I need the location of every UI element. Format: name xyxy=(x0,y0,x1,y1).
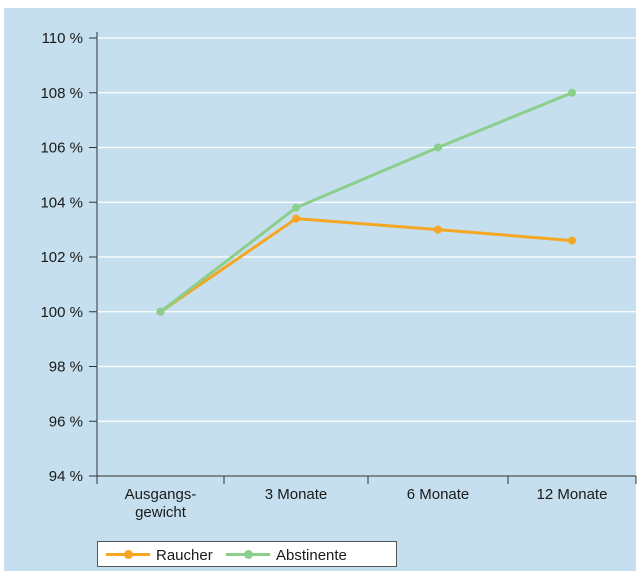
y-tick-label: 104 % xyxy=(40,194,83,211)
y-tick-label: 100 % xyxy=(40,304,83,321)
data-point-abstinente xyxy=(434,143,442,152)
x-tick-label: 6 Monate xyxy=(407,486,470,503)
legend-item-abstinente: Abstinente xyxy=(226,545,347,565)
y-axis-ticks: 94 % 96 % 98 % 100 % 102 % 104 % 106 % 108 % 110… xyxy=(40,30,97,485)
y-tick-label: 110 % xyxy=(42,30,83,47)
legend-label-abstinente: Abstinente xyxy=(276,546,347,564)
data-point-abstinente xyxy=(568,88,576,97)
data-point-raucher xyxy=(434,225,442,234)
x-tick-label: Ausgangs-gewicht xyxy=(125,486,197,521)
y-tick-label: 108 % xyxy=(40,85,83,102)
x-tick-label: 12 Monate xyxy=(537,486,608,503)
data-point-abstinente xyxy=(156,307,165,316)
y-tick-label: 102 % xyxy=(40,249,83,266)
y-tick-label: 106 % xyxy=(40,140,83,157)
data-point-raucher xyxy=(568,236,576,245)
x-axis-ticks: Ausgangs-gewicht 3 Monate 6 Monate 12 Monat… xyxy=(96,476,637,521)
x-tick-label: 3 Monate xyxy=(265,486,328,503)
legend-swatch-abstinente xyxy=(226,545,270,565)
data-point-abstinente xyxy=(292,203,300,212)
legend-label-raucher: Raucher xyxy=(156,546,213,564)
chart-background xyxy=(4,8,636,571)
legend: Raucher Abstinente xyxy=(97,541,397,567)
data-point-raucher xyxy=(292,214,300,223)
y-tick-label: 96 % xyxy=(49,413,83,430)
legend-swatch-raucher xyxy=(106,545,150,565)
y-tick-label: 98 % xyxy=(49,359,83,376)
series-lines xyxy=(156,88,576,316)
y-tick-label: 94 % xyxy=(49,468,83,485)
legend-item-raucher: Raucher xyxy=(106,545,213,565)
gridlines xyxy=(96,32,636,477)
series-line-abstinente xyxy=(159,91,573,313)
series-line-raucher xyxy=(159,217,573,313)
